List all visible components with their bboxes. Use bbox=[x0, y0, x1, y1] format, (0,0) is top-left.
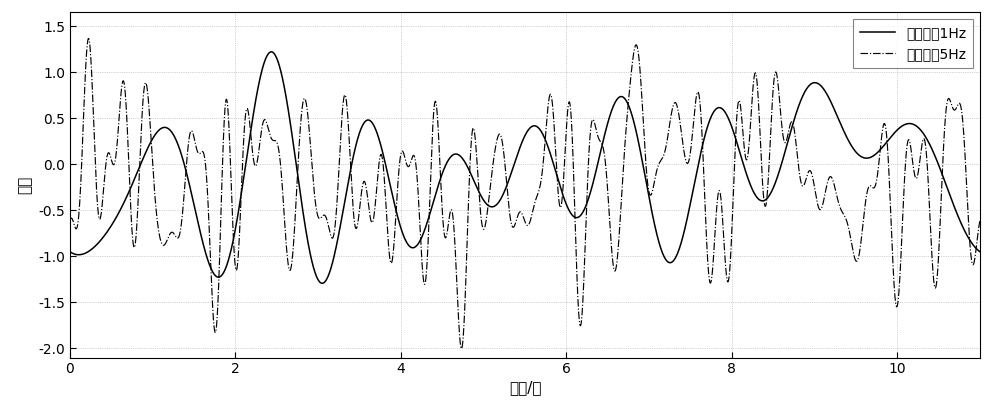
Line: 衰落带割5Hz: 衰落带割5Hz bbox=[70, 39, 980, 349]
衰落带割5Hz bbox=[64, 218, 76, 223]
衰落带割1Hz bbox=[974, 249, 986, 254]
Legend: 衰落带割1Hz, 衰落带割5Hz: 衰落带割1Hz, 衰落带割5Hz bbox=[853, 19, 973, 68]
X-axis label: 时间/秒: 时间/秒 bbox=[509, 381, 541, 396]
Line: 衰落带割1Hz: 衰落带割1Hz bbox=[70, 52, 980, 283]
衰落带割1Hz bbox=[760, 197, 772, 202]
衰落带割5Hz bbox=[804, 168, 816, 173]
衰落带割5Hz bbox=[760, 202, 772, 207]
衰落带割5Hz bbox=[466, 132, 478, 137]
衰落带割5Hz bbox=[83, 36, 95, 41]
衰落带割5Hz bbox=[455, 346, 467, 351]
衰落带割1Hz bbox=[316, 281, 328, 286]
衰落带割1Hz bbox=[466, 174, 478, 179]
衰落带割1Hz bbox=[795, 98, 807, 103]
衰落带割5Hz bbox=[974, 219, 986, 224]
衰落带割5Hz bbox=[587, 117, 599, 122]
衰落带割1Hz bbox=[265, 49, 277, 54]
衰落带割5Hz bbox=[795, 179, 807, 184]
衰落带割5Hz bbox=[115, 92, 127, 97]
衰落带割1Hz bbox=[804, 83, 816, 88]
衰落带割1Hz bbox=[587, 180, 599, 185]
Y-axis label: 幅度: 幅度 bbox=[18, 176, 33, 194]
衰落带割1Hz bbox=[115, 206, 127, 211]
衰落带割1Hz bbox=[64, 249, 76, 254]
